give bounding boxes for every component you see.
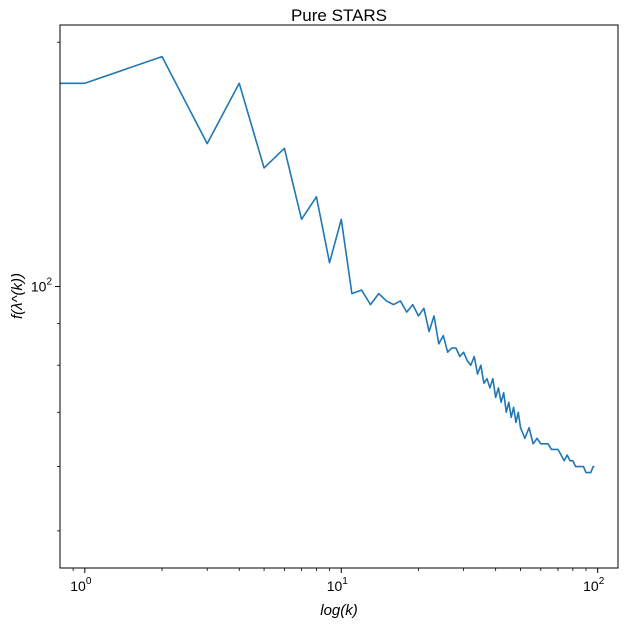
x-axis-label: log(k): [320, 602, 358, 619]
y-axis-label: f(λ^(k)): [9, 273, 26, 319]
series-line: [60, 55, 595, 474]
plot-area: 100 101 102 102: [31, 41, 605, 594]
x-tick-label: 101: [327, 576, 349, 594]
x-tick-label: 100: [70, 576, 92, 594]
chart-title: Pure STARS: [291, 6, 387, 25]
y-tick-label: 102: [31, 277, 53, 295]
axes-frame: [59, 24, 619, 569]
x-tick-label: 102: [583, 576, 605, 594]
